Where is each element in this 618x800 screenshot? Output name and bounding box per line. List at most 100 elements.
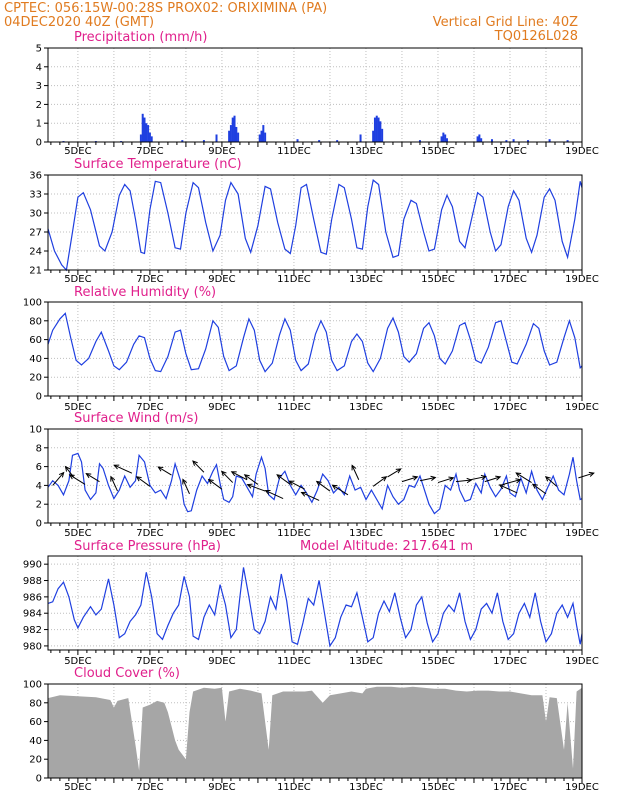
precip-bar <box>379 121 382 142</box>
temperature-panel: Surface Temperature (nC) 21 24 27 30 33 36 5DEC… <box>29 157 599 285</box>
precip-bar <box>336 140 339 142</box>
wind-ytick-label: 2 <box>36 500 42 511</box>
wind-ytick-label: 10 <box>29 425 42 436</box>
humidity-ytick-label: 0 <box>36 392 42 403</box>
precip-bar <box>440 136 443 142</box>
precip-bar <box>512 139 515 142</box>
wind-arrow <box>244 474 259 485</box>
header-left-line1: CPTEC: 056:15W-00:28S PROX02: ORIXIMINA … <box>4 1 327 16</box>
precip-bar <box>229 125 232 142</box>
humidity-ytick-label: 40 <box>29 354 42 365</box>
wind-xtick-label: 19DEC <box>565 528 599 539</box>
precip-bar <box>418 140 421 142</box>
precip-ytick-label: 5 <box>36 44 42 55</box>
precip-frame <box>47 47 583 143</box>
wind-arrowhead <box>588 471 595 477</box>
wind-arrowhead <box>64 465 71 472</box>
pressure-xtick-label: 5DEC <box>64 656 91 667</box>
precip-bar <box>377 117 380 142</box>
wind-arrow <box>231 471 248 481</box>
cloud-area <box>48 686 582 778</box>
precip-bar <box>233 115 236 142</box>
precip-bar <box>445 138 448 142</box>
wind-arrowhead <box>157 466 164 472</box>
precip-xtick-label: 13DEC <box>349 146 383 157</box>
humidity-title: Relative Humidity (%) <box>74 285 216 300</box>
precip-bar <box>381 128 384 142</box>
wind-arrow <box>182 479 190 495</box>
temperature-ytick-label: 33 <box>29 190 42 201</box>
precip-bar <box>145 123 148 142</box>
wind-xtick-label: 7DEC <box>136 528 163 539</box>
wind-arrowhead <box>192 460 198 466</box>
wind-arrow <box>114 464 133 474</box>
cloud-xtick-label: 15DEC <box>421 782 455 793</box>
precip-bar <box>548 139 551 142</box>
wind-arrowhead <box>85 473 92 479</box>
precip-bar <box>318 140 321 142</box>
precip-xtick-label: 15DEC <box>421 146 455 157</box>
wind-panel: Surface Wind (m/s) 0 2 4 6 8 10 5DEC 7DEC 9DEC 11D… <box>29 411 599 539</box>
wind-arrow <box>158 466 172 476</box>
wind-arrowhead <box>113 464 120 470</box>
wind-arrowhead <box>480 474 487 481</box>
precip-ytick-label: 1 <box>36 119 42 130</box>
pressure-frame <box>47 555 583 651</box>
pressure-xtick-label: 11DEC <box>277 656 311 667</box>
wind-arrowhead <box>544 475 551 482</box>
wind-ytick-label: 8 <box>36 443 42 454</box>
humidity-ytick-label: 100 <box>23 298 42 309</box>
precip-title: Precipitation (mm/h) <box>74 30 207 45</box>
precip-bar <box>296 139 299 142</box>
precip-bar <box>444 134 447 142</box>
wind-arrow <box>65 466 75 479</box>
temperature-frame <box>47 174 583 271</box>
wind-arrow <box>265 490 284 500</box>
wind-xtick-label: 9DEC <box>208 528 235 539</box>
temperature-xtick-label: 9DEC <box>208 274 235 285</box>
precip-bar <box>526 140 529 142</box>
wind-xtick-label: 15DEC <box>421 528 455 539</box>
precip-ytick-label: 0 <box>36 138 42 149</box>
wind-arrowhead <box>395 468 402 474</box>
wind-arrow <box>499 484 518 494</box>
precip-ytick-label: 4 <box>36 62 42 73</box>
cloud-ytick-label: 80 <box>29 698 42 709</box>
precip-bar <box>373 117 376 142</box>
pressure-xtick-label: 13DEC <box>349 656 383 667</box>
wind-arrowhead <box>430 475 437 481</box>
cloud-xtick-label: 9DEC <box>208 782 235 793</box>
pressure-xtick-label: 9DEC <box>208 656 235 667</box>
wind-arrowhead <box>495 475 502 481</box>
precip-xtick-label: 5DEC <box>64 146 91 157</box>
precip-ytick-label: 3 <box>36 81 42 92</box>
wind-xtick-label: 11DEC <box>277 528 311 539</box>
precip-bar <box>478 134 481 142</box>
precip-bar <box>231 117 234 142</box>
precip-bar <box>150 136 153 142</box>
cloud-ytick-label: 0 <box>36 774 42 785</box>
wind-arrow <box>69 474 86 485</box>
temperature-title: Surface Temperature (nC) <box>74 157 242 172</box>
wind-arrowhead <box>182 478 188 485</box>
wind-arrowhead <box>515 472 522 478</box>
wind-arrowhead <box>498 484 505 490</box>
cloud-xtick-label: 11DEC <box>277 782 311 793</box>
pressure-xtick-label: 7DEC <box>136 656 163 667</box>
pressure-ytick-label: 984 <box>23 609 42 620</box>
wind-arrowhead <box>243 474 250 480</box>
wind-arrowhead <box>220 470 227 477</box>
wind-arrow <box>545 476 558 487</box>
temperature-xtick-label: 17DEC <box>493 274 527 285</box>
wind-arrowhead <box>381 476 388 482</box>
wind-arrowhead <box>230 471 237 477</box>
humidity-panel: Relative Humidity (%) 0 20 40 60 80 100 5DEC 7DE… <box>23 285 599 413</box>
wind-ytick-label: 6 <box>36 462 42 473</box>
wind-arrowhead <box>68 474 75 480</box>
pressure-ytick-label: 988 <box>23 576 42 587</box>
precip-xtick-label: 17DEC <box>493 146 527 157</box>
humidity-ytick-label: 60 <box>29 335 42 346</box>
wind-arrow <box>502 479 521 485</box>
temperature-ytick-label: 30 <box>29 209 42 220</box>
wind-arrow <box>515 472 532 484</box>
